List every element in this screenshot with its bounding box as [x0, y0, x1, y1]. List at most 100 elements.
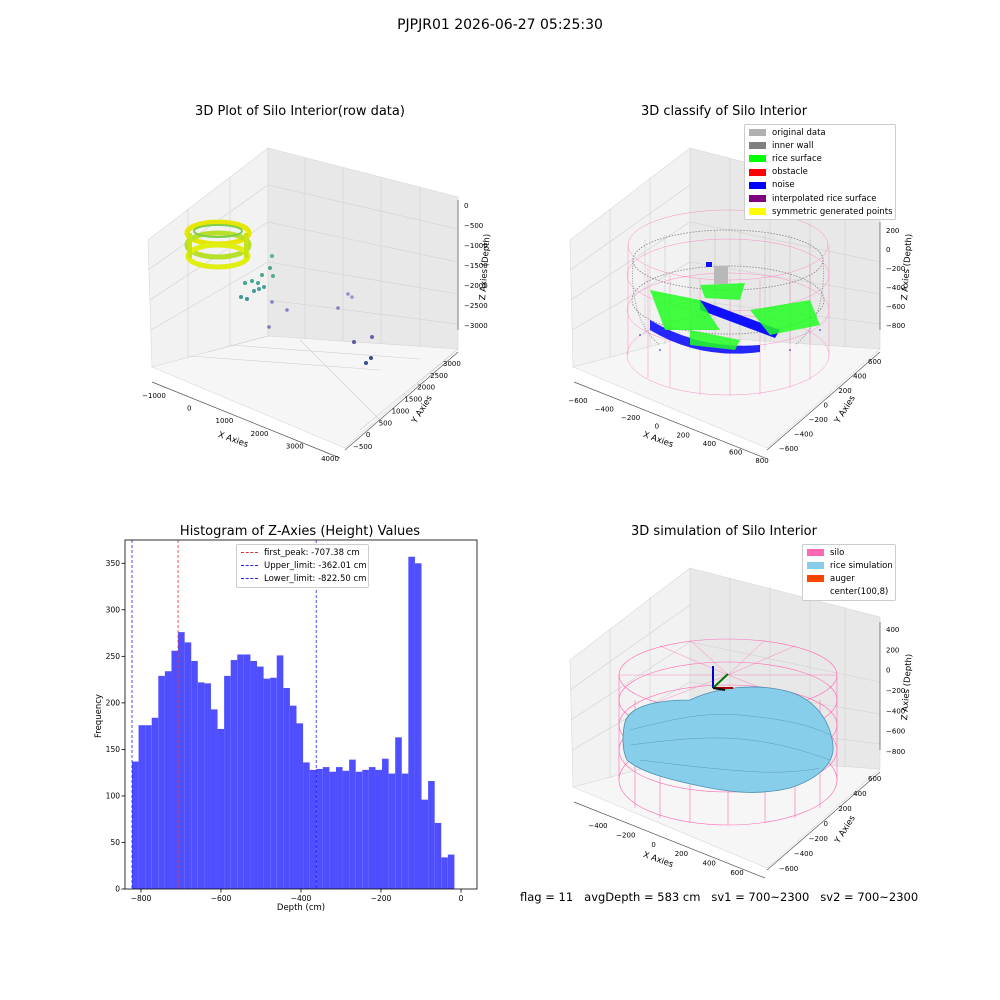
flag-value: flag = 11 [520, 890, 574, 904]
histogram-bar-1 [138, 725, 146, 889]
simulation-z-tick-6: −800 [886, 748, 905, 756]
raw-x-tick-2: 1000 [215, 417, 233, 425]
legend-item: rice simulation [803, 559, 895, 572]
classify-x-tick-6: 600 [729, 448, 742, 456]
legend-label: rice surface [772, 153, 822, 164]
histogram-bar-18 [250, 660, 258, 889]
histogram-bar-24 [289, 705, 297, 889]
classify-z-tick-4: −600 [886, 303, 905, 311]
legend-swatch [749, 208, 766, 216]
classify-z-tick-labels: 200 0 −200 −400 −600 −800 [886, 227, 905, 330]
legend-label: inner wall [772, 140, 814, 151]
histogram-bar-7 [178, 632, 185, 889]
histogram-bars [132, 556, 455, 889]
classify-x-tick-4: 200 [676, 431, 689, 439]
histogram-title: Histogram of Z-Axies (Height) Values [179, 524, 421, 539]
histogram-bar-34 [355, 771, 363, 889]
histogram-legend: first_peak: -707.38 cm Upper_limit: -362.… [236, 544, 369, 588]
histogram-bar-45 [428, 781, 435, 889]
histogram-bar-27 [309, 769, 317, 889]
histogram-bar-17 [243, 654, 251, 889]
histogram-bar-48 [447, 854, 455, 889]
classify-y-tick-2: −200 [809, 416, 828, 424]
histogram-bar-29 [322, 767, 330, 889]
legend-item: center(100,8) [803, 586, 895, 599]
histogram-bar-44 [421, 799, 429, 889]
histogram-bar-35 [362, 769, 369, 889]
classify-x-tick-1: −400 [595, 406, 614, 414]
raw-x-tick-5: 4000 [321, 455, 339, 463]
histogram-bar-46 [434, 822, 442, 889]
simulation-z-tick-5: −600 [886, 728, 905, 736]
histogram-bar-40 [395, 737, 402, 889]
raw-plot-title: 3D Plot of Silo Interior(row data) [195, 104, 405, 119]
simulation-y-tick-6: 600 [868, 775, 881, 783]
legend-item: noise [745, 179, 895, 192]
histogram-bar-8 [184, 642, 192, 889]
legend-label: silo [830, 547, 845, 558]
histogram-y-tick-label-2: 100 [106, 792, 121, 801]
raw-3d-gridlines [147, 158, 459, 431]
classify-x-tick-labels: −600 −400 −200 0 200 400 600 800 [568, 397, 768, 465]
histogram-x-tick-label-2: −400 [291, 894, 312, 903]
histogram-bar-30 [329, 771, 336, 889]
histogram-bar-2 [145, 725, 152, 889]
simulation-y-tick-1: −400 [794, 850, 813, 858]
raw-y-tick-5: 2000 [417, 384, 435, 392]
legend-swatch [807, 575, 824, 583]
avg-depth-value: avgDepth = 583 cm [584, 890, 701, 904]
simulation-auger-axes [712, 666, 733, 691]
simulation-rice-surface [622, 686, 834, 793]
simulation-y-tick-5: 400 [853, 790, 866, 798]
histogram-bar-19 [257, 666, 264, 889]
histogram-bar-32 [342, 770, 350, 889]
legend-swatch [807, 588, 824, 596]
classify-original-points [714, 266, 728, 284]
classify-inner-wall-points [631, 229, 825, 352]
simulation-z-tick-3: −200 [886, 687, 905, 695]
histogram-bar-33 [349, 759, 356, 889]
histogram-bar-38 [382, 758, 389, 889]
histogram-y-tick-label-7: 350 [106, 559, 121, 568]
simulation-plot-title: 3D simulation of Silo Interior [631, 524, 817, 539]
raw-y-tick-2: 500 [379, 419, 392, 427]
histogram-vlines [131, 540, 317, 889]
histogram-bar-47 [441, 857, 448, 889]
histogram-bar-13 [217, 728, 225, 889]
legend-swatch [241, 552, 258, 554]
simulation-x-tick-2: 0 [651, 841, 655, 849]
raw-z-tick-4: −2000 [464, 282, 488, 290]
classify-z-tick-1: 0 [886, 246, 890, 254]
classify-y-tick-6: 600 [868, 358, 881, 366]
classify-y-tick-0: −600 [779, 445, 798, 453]
raw-x-tick-0: −1000 [142, 392, 166, 400]
raw-3d-axis-lines [151, 200, 459, 459]
legend-item: rice surface [745, 152, 895, 165]
legend-item: Lower_limit: -822.50 cm [237, 572, 368, 585]
simulation-z-tick-2: 0 [886, 667, 890, 675]
histogram-x-tick-label-4: 0 [459, 894, 464, 903]
status-footer: flag = 11 avgDepth = 583 cm sv1 = 700~23… [520, 890, 918, 904]
legend-swatch [749, 155, 766, 163]
raw-z-tick-5: −2500 [464, 302, 488, 310]
histogram-bar-23 [283, 687, 290, 889]
histogram-bar-22 [276, 655, 284, 889]
histogram-bar-31 [335, 767, 343, 889]
simulation-3d-axis-lines [573, 622, 881, 879]
histogram-bar-0 [132, 761, 139, 889]
histogram-bar-42 [408, 556, 415, 889]
raw-z-tick-0: 0 [464, 202, 468, 210]
histogram-y-ticks: 0 50 100 150 200 250 300 350 [106, 559, 125, 894]
histogram-x-axis-label: Depth (cm) [276, 903, 326, 913]
simulation-x-tick-0: −400 [588, 822, 607, 830]
histogram-x-ticks: −800 −600 −400 −200 0 [131, 889, 464, 903]
raw-y-tick-0: −500 [353, 443, 372, 451]
simulation-x-tick-3: 200 [675, 850, 688, 858]
histogram-bar-25 [296, 723, 304, 889]
classify-z-tick-3: −400 [886, 284, 905, 292]
classify-x-tick-2: −200 [621, 414, 640, 422]
